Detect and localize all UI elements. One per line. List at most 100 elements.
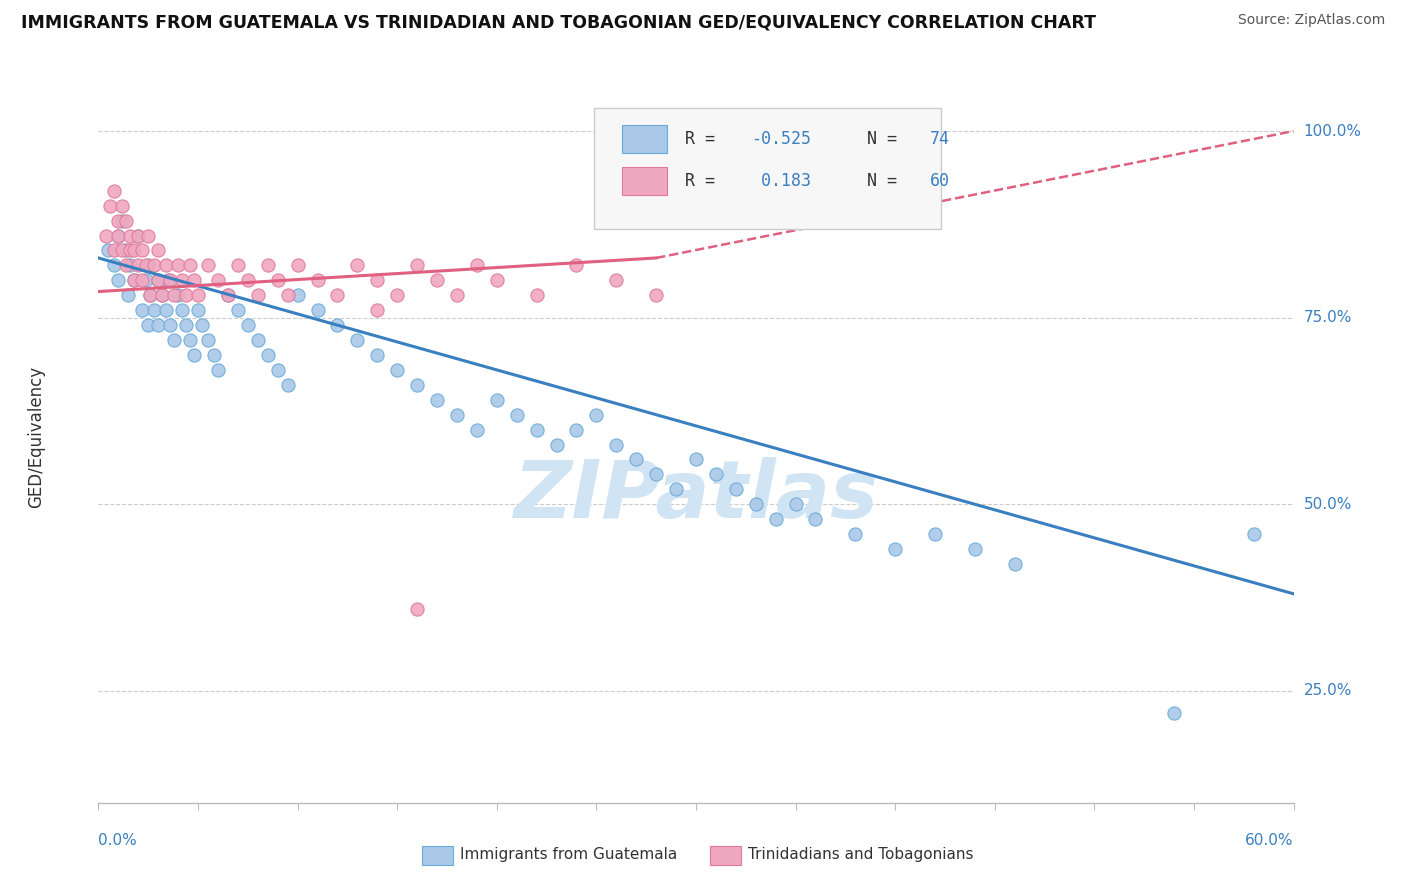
Text: N =: N =	[846, 172, 907, 190]
Text: -0.525: -0.525	[751, 130, 811, 148]
Point	[326, 288, 349, 302]
Point	[163, 288, 186, 302]
Point	[117, 288, 139, 302]
Point	[131, 273, 153, 287]
Point	[97, 244, 120, 258]
Point	[267, 273, 290, 287]
Point	[115, 213, 138, 227]
Text: GED/Equivalency: GED/Equivalency	[27, 366, 45, 508]
Point	[183, 273, 205, 287]
Point	[385, 363, 409, 377]
Point	[107, 228, 129, 243]
Text: 100.0%: 100.0%	[1303, 124, 1361, 138]
Point	[103, 184, 125, 198]
Point	[96, 228, 118, 243]
Bar	[621, 126, 668, 153]
Text: 0.0%: 0.0%	[98, 832, 138, 847]
Point	[1243, 527, 1265, 541]
Point	[136, 259, 159, 273]
Point	[665, 483, 688, 497]
Text: Immigrants from Guatemala: Immigrants from Guatemala	[460, 847, 678, 862]
Point	[287, 259, 309, 273]
Point	[136, 318, 159, 332]
Point	[465, 423, 488, 437]
Point	[183, 348, 205, 362]
Point	[366, 348, 388, 362]
Point	[159, 318, 181, 332]
Point	[150, 288, 173, 302]
Point	[191, 318, 214, 332]
Point	[136, 228, 159, 243]
Point	[385, 288, 409, 302]
Point	[565, 423, 588, 437]
Point	[172, 273, 194, 287]
Point	[155, 259, 177, 273]
Text: Trinidadians and Tobagonians: Trinidadians and Tobagonians	[748, 847, 973, 862]
Point	[236, 273, 259, 287]
Point	[107, 213, 129, 227]
Point	[148, 244, 170, 258]
Point	[246, 333, 269, 347]
Point	[605, 273, 627, 287]
Point	[139, 288, 162, 302]
Point	[307, 303, 329, 318]
Point	[406, 377, 429, 392]
Point	[924, 527, 946, 541]
Point	[704, 467, 727, 482]
Point	[135, 273, 157, 287]
Point	[1163, 706, 1185, 721]
Point	[143, 303, 166, 318]
Point	[256, 348, 278, 362]
Point	[202, 348, 225, 362]
Point	[98, 199, 122, 213]
Point	[685, 452, 707, 467]
Text: 0.183: 0.183	[751, 172, 811, 190]
Point	[526, 288, 548, 302]
Point	[585, 408, 607, 422]
Point	[179, 333, 201, 347]
Point	[426, 392, 449, 407]
Point	[267, 363, 290, 377]
Text: R =: R =	[685, 172, 725, 190]
Point	[745, 497, 768, 511]
Text: 60.0%: 60.0%	[1246, 832, 1294, 847]
Point	[115, 259, 138, 273]
Point	[124, 273, 146, 287]
Point	[724, 483, 747, 497]
Point	[179, 259, 201, 273]
Text: 75.0%: 75.0%	[1303, 310, 1351, 326]
Point	[172, 303, 194, 318]
Point	[174, 288, 197, 302]
Point	[446, 408, 468, 422]
FancyBboxPatch shape	[595, 108, 941, 228]
Bar	[621, 167, 668, 195]
Point	[366, 273, 388, 287]
Text: IMMIGRANTS FROM GUATEMALA VS TRINIDADIAN AND TOBAGONIAN GED/EQUIVALENCY CORRELAT: IMMIGRANTS FROM GUATEMALA VS TRINIDADIAN…	[21, 13, 1097, 31]
Text: ZIPatlas: ZIPatlas	[513, 457, 879, 534]
Point	[485, 273, 508, 287]
Point	[127, 259, 149, 273]
Point	[150, 288, 173, 302]
Point	[645, 288, 668, 302]
Text: 50.0%: 50.0%	[1303, 497, 1351, 512]
Point	[207, 363, 229, 377]
Point	[446, 288, 468, 302]
Point	[605, 437, 627, 451]
Point	[963, 542, 986, 557]
Point	[124, 244, 146, 258]
Point	[103, 259, 125, 273]
Point	[217, 288, 239, 302]
Point	[526, 423, 548, 437]
Point	[111, 213, 134, 227]
Point	[157, 273, 180, 287]
Point	[287, 288, 309, 302]
Point	[111, 199, 134, 213]
Text: 25.0%: 25.0%	[1303, 683, 1351, 698]
Text: 60: 60	[931, 172, 950, 190]
Point	[426, 273, 449, 287]
Point	[143, 259, 166, 273]
Point	[565, 259, 588, 273]
Point	[277, 288, 299, 302]
Point	[236, 318, 259, 332]
Point	[197, 333, 219, 347]
